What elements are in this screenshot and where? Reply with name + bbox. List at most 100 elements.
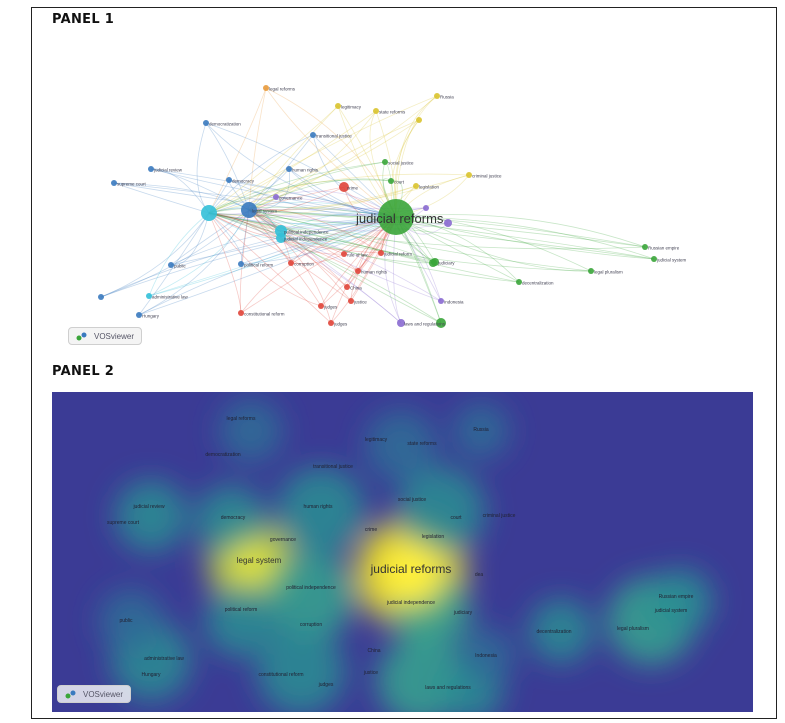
network-edge — [395, 95, 438, 218]
network-labels: judicial reforms legal system political in… — [117, 87, 687, 327]
network-node-label: judicial system — [656, 258, 687, 263]
network-edge — [248, 186, 345, 211]
vosviewer-logo-icon — [65, 689, 77, 699]
network-visualization: judicial reforms legal system political in… — [98, 85, 687, 328]
network-nodes — [98, 85, 657, 328]
network-node-label: legitimacy — [341, 105, 362, 110]
density-term-label: democracy — [221, 515, 246, 521]
network-edge — [248, 209, 434, 264]
network-edge — [395, 216, 655, 260]
network-node — [238, 261, 244, 267]
network-edge — [395, 216, 520, 283]
network-edge — [138, 209, 250, 316]
density-blob — [115, 480, 187, 552]
network-edge — [208, 186, 345, 218]
network-node — [378, 250, 384, 256]
network-edges — [100, 87, 655, 324]
density-term-label: court — [450, 515, 462, 521]
density-term-label: judicial system — [654, 608, 688, 614]
density-term-label: judicial independence — [386, 600, 435, 606]
network-node — [651, 256, 657, 262]
network-edge — [113, 182, 210, 214]
network-node-label: judges — [333, 322, 348, 327]
network-edge — [248, 209, 332, 324]
network-node — [288, 260, 294, 266]
vosviewer-badge-panel-2: VOSviewer — [57, 685, 132, 703]
network-edge — [113, 182, 397, 218]
density-blob — [397, 467, 485, 555]
network-edge — [208, 212, 655, 260]
network-edge — [208, 212, 436, 263]
network-edge — [138, 216, 397, 316]
network-node — [344, 284, 350, 290]
network-edge — [150, 168, 210, 214]
network-edge — [208, 212, 592, 272]
vosviewer-badge-text: VOSviewer — [94, 331, 135, 341]
network-node — [642, 244, 648, 250]
network-node — [286, 166, 292, 172]
network-node-label: rule of law — [347, 253, 368, 258]
network-node — [238, 310, 244, 316]
network-node-label: public — [174, 264, 187, 269]
network-edge — [395, 95, 438, 218]
network-node-label: democratization — [209, 122, 241, 127]
network-edge — [113, 182, 250, 211]
network-node-label: legal reforms — [269, 87, 296, 92]
network-edge — [208, 173, 470, 214]
network-edge — [208, 212, 449, 232]
network-node — [423, 205, 429, 211]
network-node-label: state reforms — [379, 110, 406, 115]
density-blob — [458, 628, 514, 684]
network-edge — [248, 209, 402, 324]
network-edge — [208, 110, 377, 214]
network-node — [355, 268, 361, 274]
network-edge — [150, 168, 397, 218]
network-node-label: judges — [323, 305, 338, 310]
network-edge — [248, 209, 359, 272]
density-term-label: administrative law — [144, 656, 184, 662]
network-node — [388, 178, 394, 184]
density-blob — [649, 569, 713, 633]
density-term-label: governance — [270, 537, 296, 543]
network-node-label: Russian empire — [648, 246, 680, 251]
network-node — [328, 320, 334, 326]
density-blob — [205, 585, 277, 657]
density-term-label: crime — [365, 527, 377, 533]
network-node — [263, 85, 269, 91]
density-core — [229, 541, 273, 585]
network-node-label: court — [394, 180, 405, 185]
network-node — [273, 194, 279, 200]
network-node-label: China — [350, 286, 362, 291]
density-blob — [529, 599, 593, 663]
network-edge — [170, 209, 250, 266]
network-node-label: legislation — [419, 185, 440, 190]
network-node-label: legal system — [252, 209, 277, 214]
density-term-label: criminal justice — [483, 513, 516, 519]
network-node-label: human rights — [361, 270, 388, 275]
network-node-label: legal pluralism — [594, 270, 623, 275]
network-node-label: judiciary — [437, 261, 455, 266]
network-node-label: administrative law — [152, 295, 189, 300]
network-edge — [248, 209, 345, 255]
network-node-label: judicial review — [153, 168, 183, 173]
network-node — [341, 251, 347, 257]
network-edge — [138, 216, 397, 316]
network-edge — [248, 119, 420, 211]
density-term-label: judicial reforms — [370, 562, 452, 576]
network-edge — [138, 212, 210, 316]
network-node-label: Indonesia — [444, 300, 464, 305]
vosviewer-badge-text: VOSviewer — [83, 689, 124, 699]
network-node-label: social justice — [388, 161, 414, 166]
network-edge — [228, 179, 397, 218]
network-edge — [208, 87, 267, 214]
network-edge — [208, 212, 402, 324]
network-node — [588, 268, 594, 274]
network-node — [226, 177, 232, 183]
panel-1-label: PANEL 1 — [52, 12, 115, 27]
density-term-label: judiciary — [453, 610, 473, 616]
network-edge — [208, 206, 397, 218]
network-node — [382, 159, 388, 165]
network-edge — [208, 161, 386, 214]
network-edge — [205, 122, 397, 218]
network-edge — [208, 212, 442, 324]
